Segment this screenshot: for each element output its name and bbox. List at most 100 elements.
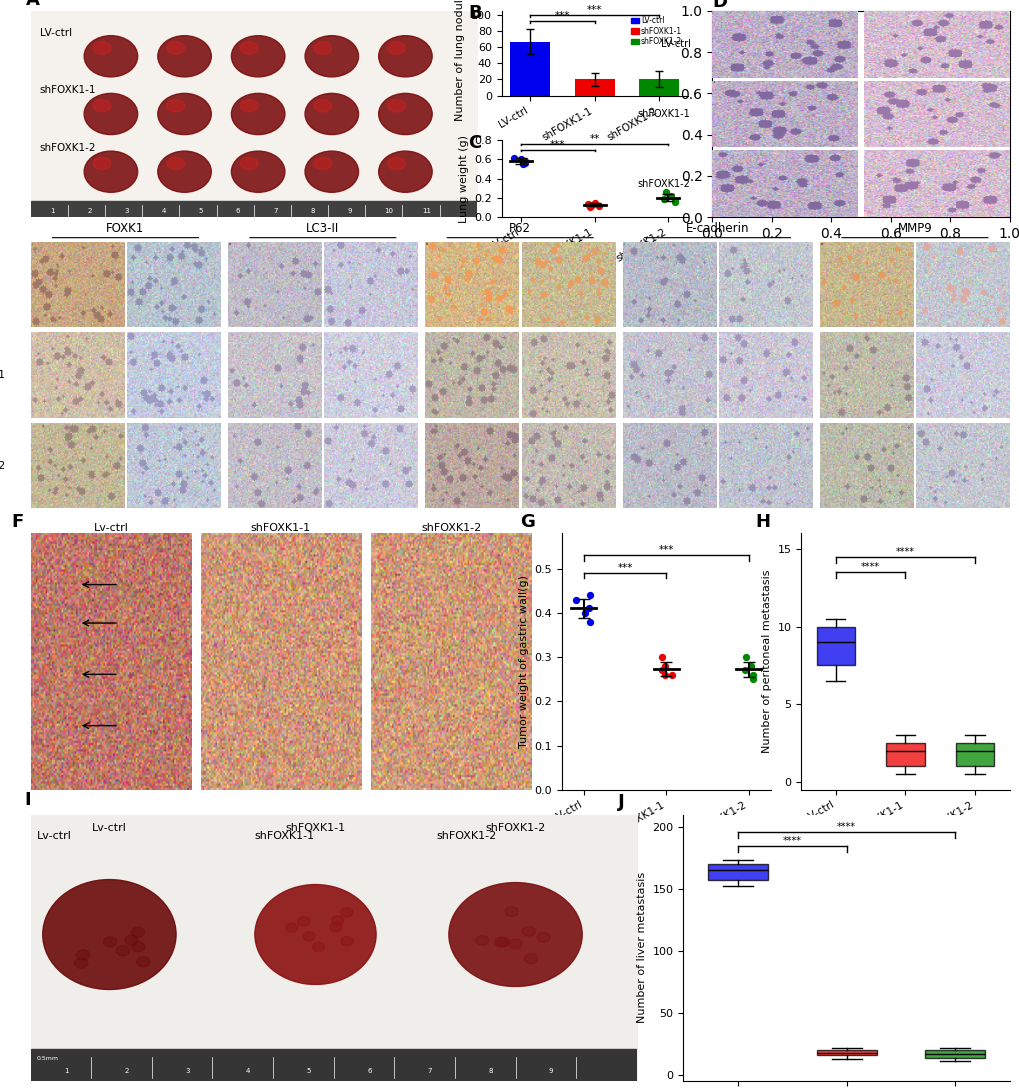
Ellipse shape (166, 99, 184, 111)
Point (666, 193, 683, 211)
Point (742, 657, 758, 675)
Text: 10: 10 (384, 207, 393, 214)
Ellipse shape (312, 942, 324, 951)
Text: G: G (520, 513, 535, 531)
Text: 9: 9 (347, 207, 352, 214)
Y-axis label: Number of liver metastasis: Number of liver metastasis (637, 873, 646, 1023)
Ellipse shape (305, 94, 359, 134)
Text: E-cadherin: E-cadherin (685, 222, 749, 235)
Ellipse shape (387, 157, 405, 169)
PathPatch shape (816, 627, 854, 665)
Ellipse shape (116, 946, 129, 956)
Text: ***: *** (658, 545, 674, 556)
Point (505, 150, 522, 167)
Text: ****: **** (895, 547, 914, 557)
Text: shFOXK1-2: shFOXK1-2 (485, 822, 545, 832)
Text: C: C (468, 134, 481, 152)
Ellipse shape (43, 879, 176, 989)
Point (582, 613, 598, 630)
PathPatch shape (816, 1051, 875, 1055)
Text: shFOXK1-1: shFOXK1-1 (40, 85, 96, 95)
Ellipse shape (166, 41, 184, 55)
Ellipse shape (448, 882, 582, 986)
Point (666, 192, 683, 210)
Point (583, 195, 599, 213)
Y-axis label: Tumor weight of gastric wall(g): Tumor weight of gastric wall(g) (519, 575, 529, 748)
Text: shFOXK1-1: shFOXK1-1 (285, 822, 345, 832)
Ellipse shape (536, 933, 549, 942)
Ellipse shape (240, 99, 258, 111)
Text: 2: 2 (87, 207, 92, 214)
Point (580, 600, 596, 617)
Ellipse shape (231, 36, 284, 76)
Ellipse shape (93, 99, 111, 111)
Ellipse shape (493, 937, 507, 947)
Ellipse shape (298, 917, 310, 926)
Text: MMP9: MMP9 (897, 222, 931, 235)
Ellipse shape (255, 885, 376, 985)
Ellipse shape (496, 937, 510, 947)
Y-axis label: Number of peritoneal metastasis: Number of peritoneal metastasis (761, 570, 771, 753)
PathPatch shape (924, 1051, 984, 1057)
Point (581, 199, 597, 216)
Ellipse shape (103, 937, 117, 947)
PathPatch shape (707, 864, 767, 880)
Text: 8: 8 (310, 207, 315, 214)
Y-axis label: Lung weight (g): Lung weight (g) (459, 134, 468, 223)
Text: 6: 6 (367, 1068, 371, 1075)
Bar (639, 79, 679, 96)
PathPatch shape (886, 743, 923, 767)
Text: 5: 5 (306, 1068, 311, 1075)
Ellipse shape (93, 157, 111, 169)
Ellipse shape (84, 94, 138, 134)
Text: 4: 4 (246, 1068, 250, 1075)
Ellipse shape (158, 36, 211, 76)
Text: 5: 5 (199, 207, 203, 214)
Ellipse shape (504, 906, 518, 916)
Text: 3: 3 (124, 207, 128, 214)
Text: ****: **** (837, 822, 855, 832)
Ellipse shape (522, 926, 535, 936)
Ellipse shape (158, 151, 211, 192)
Ellipse shape (231, 151, 284, 192)
Text: Lv-ctrl: Lv-ctrl (92, 822, 126, 832)
Text: F: F (11, 513, 23, 531)
Ellipse shape (331, 916, 343, 925)
Ellipse shape (240, 41, 258, 55)
Ellipse shape (131, 927, 145, 937)
Ellipse shape (93, 41, 111, 55)
Bar (510, 41, 549, 96)
Point (663, 666, 680, 684)
Ellipse shape (76, 950, 90, 960)
Text: 1: 1 (50, 207, 54, 214)
Point (657, 183, 674, 201)
Text: 8: 8 (488, 1068, 492, 1075)
Ellipse shape (340, 937, 353, 946)
Bar (574, 80, 614, 96)
Point (656, 657, 673, 675)
Ellipse shape (314, 157, 331, 169)
Ellipse shape (303, 931, 315, 941)
Text: **: ** (589, 134, 599, 144)
Text: 4: 4 (161, 207, 166, 214)
Point (662, 187, 679, 204)
Point (744, 670, 760, 688)
Point (586, 194, 602, 212)
Point (577, 604, 593, 621)
Ellipse shape (387, 99, 405, 111)
Point (568, 591, 584, 608)
Ellipse shape (124, 935, 138, 946)
Text: I: I (24, 792, 32, 809)
Y-axis label: Number of lung nodules: Number of lung nodules (454, 0, 465, 120)
Point (516, 154, 532, 171)
Ellipse shape (166, 157, 184, 169)
Text: 9: 9 (548, 1068, 553, 1075)
Point (736, 662, 752, 679)
Text: shFOXK1-2: shFOXK1-2 (0, 461, 5, 471)
Text: shFOXK1-1: shFOXK1-1 (255, 831, 315, 841)
Text: A: A (26, 0, 40, 9)
Ellipse shape (305, 36, 359, 76)
Text: shFOXK1-1: shFOXK1-1 (0, 370, 5, 380)
Text: ***: *** (616, 563, 632, 573)
Point (515, 155, 531, 173)
